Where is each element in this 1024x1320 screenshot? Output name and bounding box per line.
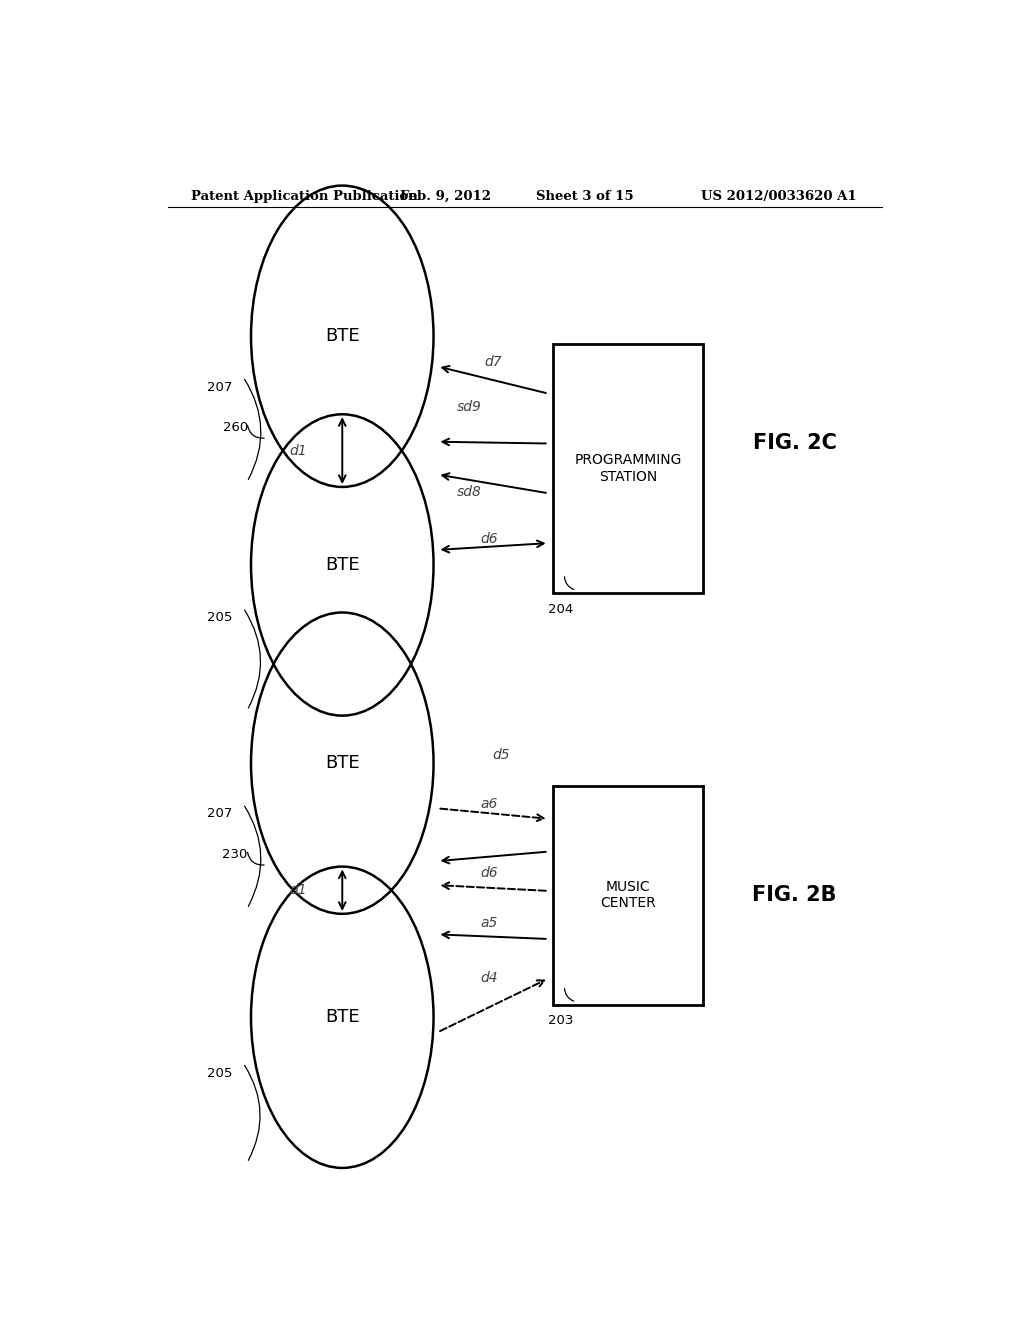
Text: Sheet 3 of 15: Sheet 3 of 15 [536,190,633,202]
Text: 205: 205 [207,611,232,624]
Text: 203: 203 [548,1014,573,1027]
Text: 207: 207 [207,380,232,393]
Text: a5: a5 [480,916,498,929]
Text: 207: 207 [207,808,232,821]
Text: BTE: BTE [325,754,359,772]
Text: d5: d5 [493,748,510,762]
Text: Feb. 9, 2012: Feb. 9, 2012 [400,190,490,202]
Text: 230: 230 [222,849,248,861]
Text: sd9: sd9 [457,400,481,414]
Text: d7: d7 [484,355,502,368]
Text: 205: 205 [207,1067,232,1080]
Text: a6: a6 [480,797,498,810]
Text: PROGRAMMING
STATION: PROGRAMMING STATION [574,453,682,483]
Text: d1: d1 [290,883,307,898]
Bar [553,785,703,1005]
Text: d6: d6 [480,532,498,545]
Text: US 2012/0033620 A1: US 2012/0033620 A1 [701,190,856,202]
Text: 260: 260 [222,421,248,434]
Text: BTE: BTE [325,1008,359,1026]
Text: Patent Application Publication: Patent Application Publication [191,190,418,202]
Text: FIG. 2B: FIG. 2B [753,886,837,906]
Bar [553,345,703,593]
Text: d6: d6 [480,866,498,880]
Text: 204: 204 [548,602,573,615]
Text: BTE: BTE [325,556,359,574]
Text: FIG. 2C: FIG. 2C [753,433,837,453]
Text: d1: d1 [290,444,307,458]
Text: d4: d4 [480,970,498,985]
Text: sd8: sd8 [457,484,481,499]
Text: MUSIC
CENTER: MUSIC CENTER [600,880,655,911]
Text: BTE: BTE [325,327,359,346]
